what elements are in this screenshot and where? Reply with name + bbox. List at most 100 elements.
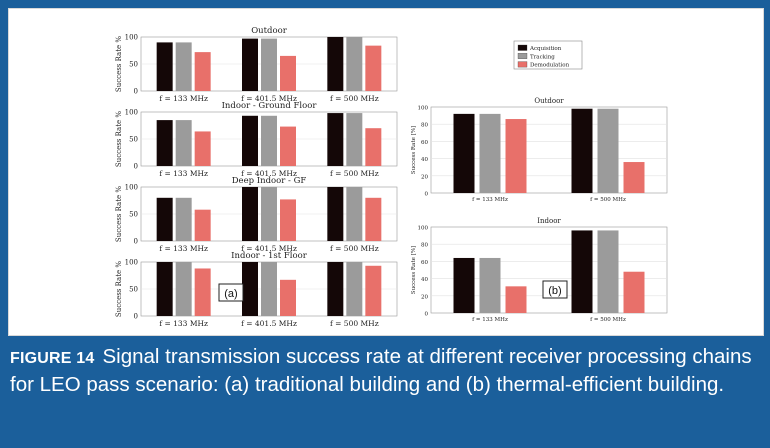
bar-acquisition: [242, 115, 258, 166]
x-tick-label: f = 133 MHz: [159, 94, 208, 103]
y-axis-label: Success Rate [%]: [411, 126, 417, 174]
x-tick-label: f = 401.5 MHz: [241, 319, 297, 328]
y-tick-label: 100: [125, 34, 138, 42]
bar-tracking: [261, 187, 277, 241]
figure-label: FIGURE 14: [10, 350, 95, 367]
bar-demodulation: [280, 126, 296, 166]
caption-text: Signal transmission success rate at diff…: [10, 345, 752, 396]
chart-3: 0 50 100 Indoor - 1st Floor Success Rate % f …: [115, 251, 398, 328]
bar-acquisition: [156, 262, 173, 316]
chart-title: Indoor - Ground Floor: [222, 101, 318, 111]
y-tick-label: 100: [125, 109, 138, 117]
bar-demodulation: [194, 52, 211, 91]
bar-tracking: [175, 197, 192, 241]
y-tick-label: 40: [421, 277, 428, 283]
y-tick-label: 20: [421, 294, 428, 300]
y-tick-label: 100: [418, 226, 429, 232]
legend-swatch: [517, 61, 528, 68]
bar-acquisition: [242, 187, 258, 241]
chart-2: 0 50 100 Deep Indoor - GF Success Rate % f = …: [115, 176, 398, 253]
x-tick-label: f = 133 MHz: [472, 197, 508, 203]
y-axis-label: Success Rate %: [115, 261, 123, 317]
chart-title: Outdoor: [251, 26, 288, 36]
legend-entry-acquisition: Acquisition: [529, 46, 562, 52]
bar-demodulation: [194, 131, 211, 166]
y-tick-label: 0: [425, 192, 429, 198]
panel-label-box: [218, 283, 244, 302]
bar-demodulation: [365, 45, 382, 91]
bar-acquisition: [571, 108, 593, 193]
y-tick-label: 50: [129, 211, 138, 219]
bar-tracking: [175, 120, 192, 166]
bar-tracking: [175, 42, 192, 91]
x-tick-label: f = 133 MHz: [472, 317, 508, 323]
bar-demodulation: [194, 209, 211, 241]
panel-label-b: (b): [542, 280, 568, 299]
bar-demodulation: [280, 199, 296, 241]
x-tick-label: f = 500 MHz: [590, 317, 626, 323]
y-tick-label: 0: [134, 88, 138, 96]
bar-tracking: [479, 113, 501, 193]
panel-label-text: (a): [224, 288, 237, 300]
x-tick-label: f = 500 MHz: [330, 169, 379, 178]
x-tick-label: f = 401.5 MHz: [241, 169, 297, 178]
bar-tracking: [261, 115, 277, 166]
panel-label-text: (b): [548, 285, 561, 297]
legend: Acquisition Tracking Demodulation: [513, 40, 583, 70]
bar-tracking: [346, 187, 363, 241]
bar-acquisition: [156, 120, 173, 166]
bar-demodulation: [505, 119, 527, 193]
x-tick-label: f = 500 MHz: [590, 197, 626, 203]
y-tick-label: 0: [134, 238, 138, 246]
legend-entry-tracking: Tracking: [530, 54, 555, 60]
chart-title: Indoor - 1st Floor: [231, 251, 308, 261]
bar-acquisition: [327, 187, 344, 241]
bar-tracking: [346, 113, 363, 166]
bar-acquisition: [327, 37, 344, 91]
x-tick-label: f = 401.5 MHz: [241, 94, 297, 103]
chart-title: Indoor: [537, 217, 561, 225]
x-tick-label: f = 133 MHz: [159, 244, 208, 253]
bar-tracking: [261, 38, 277, 91]
bar-acquisition: [242, 38, 258, 91]
figure-caption: FIGURE 14 Signal transmission success rat…: [10, 344, 762, 398]
figure-area: 0 50 100 Outdoor Success Rate % f = 133 MHz f …: [8, 8, 764, 336]
chart-5: 0 20 40 60 80 100 Indoor Success Rate [%] f = 13…: [411, 217, 668, 323]
bar-acquisition: [242, 262, 258, 316]
y-tick-label: 60: [421, 140, 428, 146]
y-axis-label: Success Rate %: [115, 36, 123, 92]
bar-tracking: [479, 257, 501, 313]
bar-demodulation: [194, 268, 211, 316]
bar-acquisition: [156, 42, 173, 91]
legend-swatch: [517, 53, 528, 59]
bar-demodulation: [280, 55, 296, 91]
bar-demodulation: [623, 271, 645, 313]
chart-0: 0 50 100 Outdoor Success Rate % f = 133 MHz f …: [115, 26, 398, 103]
y-tick-label: 80: [421, 243, 428, 249]
y-tick-label: 50: [129, 286, 138, 294]
x-tick-label: f = 133 MHz: [159, 169, 208, 178]
x-tick-label: f = 500 MHz: [330, 319, 379, 328]
bar-acquisition: [327, 113, 344, 166]
bar-acquisition: [327, 262, 344, 316]
legend-entry-demodulation: Demodulation: [530, 63, 570, 69]
chart-4: 0 20 40 60 80 100 Outdoor Success Rate [%] f = 1…: [411, 97, 668, 203]
x-tick-label: f = 401.5 MHz: [241, 244, 297, 253]
y-tick-label: 80: [421, 123, 428, 129]
x-tick-label: f = 500 MHz: [330, 94, 379, 103]
y-axis-label: Success Rate %: [115, 111, 123, 167]
legend-swatch: [517, 44, 528, 51]
chart-title: Deep Indoor - GF: [232, 176, 307, 186]
bar-acquisition: [453, 113, 475, 193]
bar-demodulation: [280, 279, 296, 316]
bar-tracking: [597, 108, 619, 193]
chart-1: 0 50 100 Indoor - Ground Floor Success Rate …: [115, 101, 398, 178]
y-tick-label: 0: [134, 313, 138, 321]
bar-tracking: [346, 262, 363, 316]
y-tick-label: 100: [125, 259, 138, 267]
bar-tracking: [175, 262, 192, 316]
y-tick-label: 50: [129, 61, 138, 69]
bar-tracking: [597, 230, 619, 313]
panel-label-a: (a): [218, 283, 244, 302]
